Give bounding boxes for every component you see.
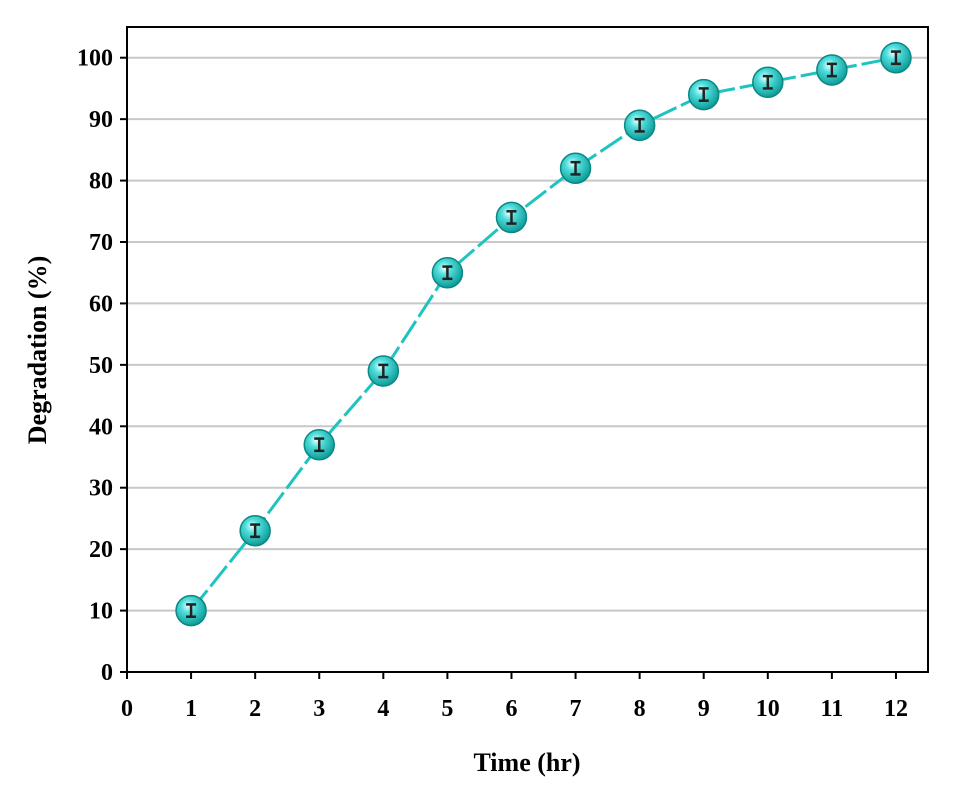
data-point [431, 256, 464, 289]
x-tick-label: 3 [313, 696, 325, 722]
y-tick-label: 30 [89, 476, 113, 502]
data-point [303, 428, 335, 461]
x-tick-label: 5 [441, 696, 453, 722]
x-tick-label: 7 [570, 696, 582, 722]
x-tick-label: 10 [756, 696, 780, 722]
y-tick-label: 50 [89, 353, 113, 379]
data-point [816, 54, 848, 86]
plot-background [127, 27, 928, 672]
y-tick-label: 90 [89, 107, 113, 133]
data-point [623, 109, 656, 142]
y-axis-ticks: 0 10 20 30 40 50 60 70 80 90 100 [77, 46, 127, 686]
x-tick-label: 0 [121, 696, 133, 722]
y-tick-label: 70 [89, 230, 113, 256]
x-tick-label: 1 [185, 696, 197, 722]
y-tick-label: 10 [89, 599, 113, 625]
x-tick-label: 12 [884, 696, 908, 722]
plot-frame [126, 26, 929, 673]
x-axis-title: Time (hr) [473, 748, 580, 777]
data-point [687, 78, 720, 111]
x-axis-ticks: 0 1 2 3 4 5 6 7 8 9 10 11 12 [121, 672, 908, 722]
data-point [367, 355, 400, 387]
gridlines [127, 56, 928, 612]
y-tick-label: 20 [89, 537, 113, 563]
x-tick-label: 6 [505, 696, 517, 722]
x-tick-label: 9 [698, 696, 710, 722]
y-tick-label: 80 [89, 169, 113, 195]
data-point [559, 152, 592, 185]
x-tick-label: 8 [634, 696, 646, 722]
x-tick-label: 4 [377, 696, 389, 722]
y-axis-title: Degradation (%) [23, 256, 52, 444]
y-tick-label: 40 [89, 414, 113, 440]
y-tick-label: 100 [77, 46, 113, 72]
data-point [495, 201, 528, 234]
data-point [239, 514, 271, 547]
data-points [175, 41, 912, 627]
y-tick-label: 0 [101, 660, 113, 686]
data-point [175, 594, 207, 627]
y-tick-label: 60 [89, 291, 113, 317]
data-point [752, 66, 784, 99]
x-tick-label: 11 [821, 696, 844, 722]
x-tick-label: 2 [249, 696, 261, 722]
data-point [880, 41, 912, 74]
